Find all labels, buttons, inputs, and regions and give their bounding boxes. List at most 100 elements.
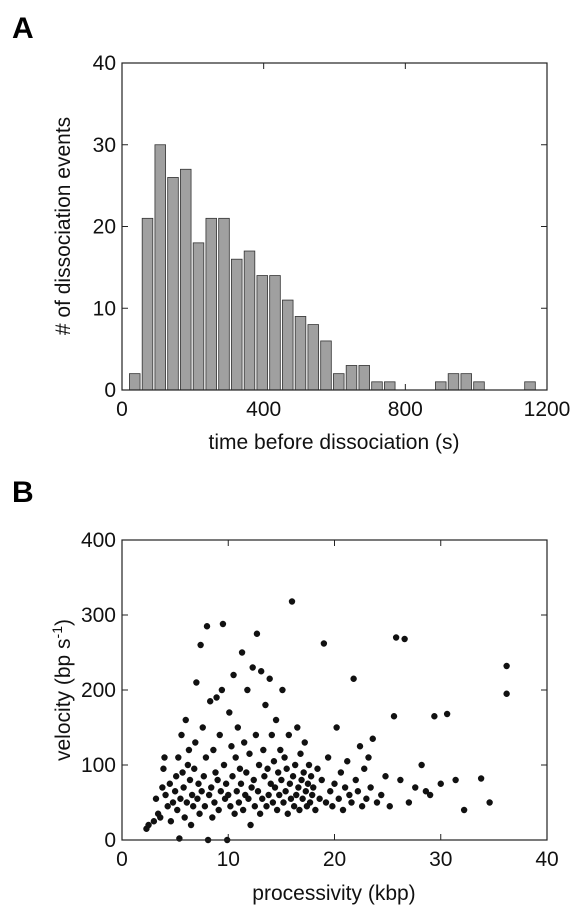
scatter-point: [277, 746, 284, 754]
histogram-bar: [243, 250, 256, 391]
scatter-y-axis-label-main: velocity (bp s: [52, 638, 75, 761]
scatter-point: [279, 686, 286, 694]
scatter-point: [198, 788, 205, 795]
scatter-point: [333, 724, 340, 731]
scatter-y-axis-label-end: ): [52, 619, 75, 626]
scatter-point: [405, 799, 413, 806]
scatter-point: [245, 795, 252, 802]
scatter-point: [269, 799, 277, 806]
scatter-point: [256, 810, 264, 817]
scatter-point: [244, 686, 251, 694]
scatter-point: [233, 788, 240, 795]
scatter-point: [167, 818, 175, 825]
scatter-point: [181, 814, 188, 821]
scatter-point: [200, 773, 208, 780]
scatter-point: [202, 754, 210, 761]
scatter-point: [452, 776, 459, 784]
histogram-chart: 0 400 800 1200 0 10 20 30 40: [93, 52, 571, 421]
scatter-x-tick-label: 0: [116, 848, 128, 871]
scatter-point: [296, 806, 303, 814]
histogram-bar: [218, 217, 230, 391]
scatter-point: [199, 724, 206, 731]
histogram-bar: [269, 275, 281, 391]
histogram-bar: [256, 275, 268, 391]
scatter-point: [177, 795, 184, 802]
scatter-point: [401, 635, 408, 643]
scatter-point: [262, 701, 269, 709]
scatter-point: [298, 776, 305, 784]
histogram-bar: [154, 144, 166, 391]
histogram-bar: [294, 316, 307, 391]
scatter-y-axis-label-sup: -1: [49, 626, 65, 639]
scatter-point: [183, 799, 191, 806]
scatter-point: [346, 791, 353, 799]
scatter-y-tick-label: 400: [81, 529, 116, 552]
scatter-point: [150, 818, 158, 825]
scatter-point: [477, 775, 485, 782]
scatter-point: [219, 620, 227, 628]
scatter-point: [217, 788, 225, 795]
scatter-point: [324, 754, 332, 761]
scatter-point: [252, 731, 260, 739]
scatter-point: [392, 634, 400, 641]
scatter-point: [266, 675, 273, 682]
scatter-point: [238, 649, 246, 656]
histogram-bar: [447, 373, 460, 391]
histogram-bar: [345, 365, 358, 391]
histogram-x-tick-label: 800: [388, 398, 423, 421]
scatter-point: [350, 675, 357, 682]
scatter-point: [196, 810, 203, 817]
scatter-point: [356, 743, 364, 750]
scatter-point: [234, 724, 242, 731]
scatter-point: [172, 773, 180, 780]
scatter-point: [250, 776, 257, 784]
scatter-point: [286, 780, 294, 787]
scatter-point: [230, 671, 237, 679]
scatter-point: [166, 780, 174, 787]
scatter-point: [273, 806, 281, 814]
scatter-point: [291, 761, 299, 769]
scatter-frame: [121, 539, 548, 841]
scatter-point: [503, 662, 510, 670]
scatter-point: [290, 803, 298, 810]
scatter-point: [195, 780, 202, 787]
scatter-point: [236, 765, 244, 772]
scatter-point: [304, 780, 312, 787]
scatter-point: [299, 795, 306, 802]
histogram-bar: [358, 365, 370, 391]
scatter-point: [226, 709, 233, 716]
scatter-point: [208, 784, 215, 791]
scatter-point: [285, 731, 293, 739]
scatter-point: [271, 784, 279, 791]
scatter-point: [145, 821, 152, 829]
histogram-bar: [129, 373, 141, 391]
scatter-point: [206, 698, 214, 705]
scatter-point: [335, 795, 342, 802]
scatter-point: [378, 791, 385, 799]
scatter-point: [215, 806, 222, 814]
scatter-point: [301, 739, 308, 746]
histogram-bar: [307, 324, 319, 391]
scatter-point: [188, 791, 196, 799]
scatter-point: [251, 803, 259, 810]
scatter-point: [314, 765, 321, 772]
scatter-point: [253, 630, 261, 637]
scatter-point: [373, 799, 381, 806]
histogram-bar: [524, 381, 536, 391]
scatter-point: [192, 739, 199, 746]
scatter-point: [270, 758, 278, 765]
scatter-point: [280, 799, 287, 806]
scatter-point: [426, 791, 434, 799]
histogram-bar: [473, 381, 485, 391]
panel-label-a: A: [12, 12, 34, 45]
histogram-bar: [231, 258, 243, 391]
scatter-point: [339, 806, 347, 814]
scatter-point: [211, 799, 218, 806]
scatter-point: [216, 731, 223, 739]
scatter-point: [344, 758, 351, 765]
scatter-point: [337, 769, 345, 776]
scatter-y-tick-label: 300: [81, 604, 116, 627]
scatter-point: [437, 780, 444, 787]
scatter-y-tick-label: 100: [81, 754, 116, 777]
